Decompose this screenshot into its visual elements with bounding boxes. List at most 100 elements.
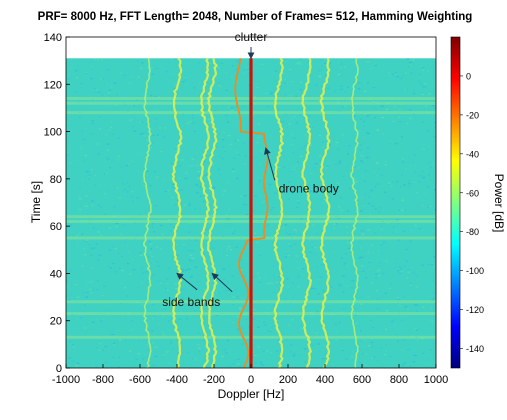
heatmap-cell xyxy=(169,230,173,232)
heatmap-cell xyxy=(113,267,116,269)
heatmap-cell xyxy=(80,287,82,289)
heatmap-cell xyxy=(97,88,100,90)
heatmap-cell xyxy=(403,296,405,298)
heatmap-cell xyxy=(216,77,219,79)
heatmap-cell xyxy=(360,247,362,249)
heatmap-cell xyxy=(227,228,231,230)
heatmap-cell xyxy=(372,101,375,103)
heatmap-cell xyxy=(374,63,376,65)
heatmap-cell xyxy=(317,296,319,298)
heatmap-cell xyxy=(118,185,122,187)
heatmap-cell xyxy=(284,94,287,96)
heatmap-cell xyxy=(384,292,387,294)
heatmap-cell xyxy=(180,189,183,191)
heatmap-cell xyxy=(232,81,235,83)
heatmap-cell xyxy=(94,366,98,368)
heatmap-cell xyxy=(254,96,256,98)
heatmap-cell xyxy=(413,272,415,274)
heatmap-cell xyxy=(269,183,272,186)
heatmap-cell xyxy=(184,79,187,81)
heatmap-cell xyxy=(207,119,210,121)
heatmap-cell xyxy=(205,283,207,285)
heatmap-cell xyxy=(92,366,96,368)
heatmap-cell xyxy=(92,360,94,362)
heatmap-cell xyxy=(151,255,154,257)
heatmap-cell xyxy=(192,358,194,360)
heatmap-cell xyxy=(173,263,175,265)
heatmap-cell xyxy=(330,307,333,309)
heatmap-cell xyxy=(266,282,270,284)
heatmap-cell xyxy=(124,188,127,190)
heatmap-cell xyxy=(166,351,170,353)
heatmap-cell xyxy=(200,152,202,154)
heatmap-cell xyxy=(398,140,401,142)
heatmap-cell xyxy=(431,299,434,301)
heatmap-cell xyxy=(347,210,349,212)
heatmap-cell xyxy=(351,356,354,358)
heatmap-cell xyxy=(430,264,433,266)
heatmap-cell xyxy=(389,142,392,144)
heatmap-cell xyxy=(317,343,320,345)
heatmap-cell xyxy=(85,72,88,75)
heatmap-cell xyxy=(140,133,144,135)
heatmap-cell xyxy=(399,77,402,80)
heatmap-cell xyxy=(232,168,235,170)
heatmap-cell xyxy=(309,145,313,147)
heatmap-cell xyxy=(84,154,87,157)
heatmap-cell xyxy=(257,326,260,328)
heatmap-cell xyxy=(84,205,88,207)
heatmap-cell xyxy=(289,94,292,96)
heatmap-cell xyxy=(151,364,154,366)
heatmap-cell xyxy=(335,332,339,334)
heatmap-cell xyxy=(161,233,164,235)
heatmap-cell xyxy=(129,329,133,331)
heatmap-cell xyxy=(67,140,69,142)
heatmap-cell xyxy=(175,85,177,87)
heatmap-cell xyxy=(390,185,393,187)
heatmap-cell xyxy=(297,161,300,163)
heatmap-cell xyxy=(91,321,95,323)
colorbar-tick-label: -140 xyxy=(466,344,484,354)
heatmap-cell xyxy=(310,172,314,174)
heatmap-cell xyxy=(194,311,197,313)
heatmap-cell xyxy=(132,156,135,158)
heatmap-cell xyxy=(309,190,313,192)
heatmap-cell xyxy=(112,159,114,161)
heatmap-cell xyxy=(91,122,94,124)
y-tick-label: 40 xyxy=(50,268,62,280)
heatmap-cell xyxy=(234,231,236,233)
heatmap-cell xyxy=(178,177,181,179)
heatmap-cell xyxy=(252,308,256,310)
heatmap-cell xyxy=(288,123,291,125)
heatmap-cell xyxy=(136,197,139,199)
heatmap-cell xyxy=(377,265,378,267)
heatmap-cell xyxy=(340,67,342,69)
heatmap-cell xyxy=(397,270,400,272)
heatmap-cell xyxy=(312,195,315,197)
heatmap-cell xyxy=(316,266,318,268)
heatmap-cell xyxy=(255,133,258,135)
heatmap-cell xyxy=(405,72,407,74)
heatmap-cell xyxy=(86,171,89,173)
heatmap-cell xyxy=(97,204,100,206)
heatmap-cell xyxy=(285,149,289,151)
heatmap-cell xyxy=(374,64,377,66)
heatmap-cell xyxy=(115,222,119,224)
heatmap-cell xyxy=(237,316,241,318)
heatmap-cell xyxy=(245,116,248,118)
heatmap-cell xyxy=(393,334,397,336)
heatmap-cell xyxy=(96,143,100,145)
heatmap-cell xyxy=(208,122,211,124)
heatmap-cell xyxy=(334,90,337,92)
heatmap-cell xyxy=(270,91,273,93)
heatmap-cell xyxy=(376,298,379,300)
heatmap-cell xyxy=(421,121,424,123)
heatmap-cell xyxy=(361,161,364,163)
heatmap-cell xyxy=(221,131,225,133)
heatmap-cell xyxy=(394,267,396,269)
heatmap-cell xyxy=(267,224,269,226)
heatmap-cell xyxy=(284,78,286,80)
heatmap-cell xyxy=(251,116,254,118)
heatmap-cell xyxy=(281,80,283,82)
heatmap-cell xyxy=(295,94,297,96)
